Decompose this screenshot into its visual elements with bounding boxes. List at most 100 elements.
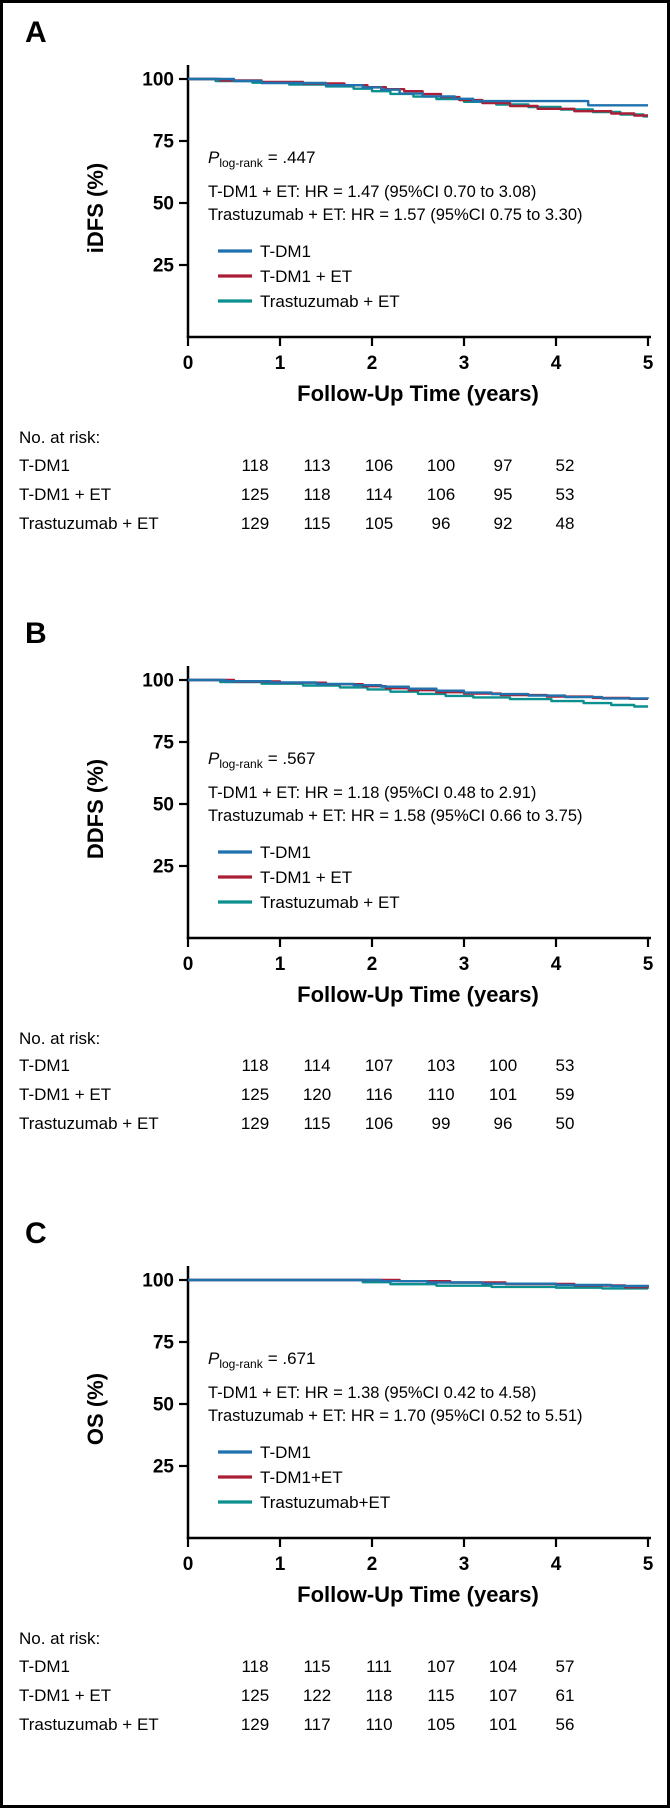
- risk-table-os: No. at risk: T-DM1 118 115 111 107 104 57 T-DM1 …: [3, 1626, 667, 1739]
- risk-row-label: T-DM1 + ET: [19, 484, 112, 504]
- risk-count: 129: [240, 1114, 270, 1134]
- x-tick-label: 3: [459, 1554, 470, 1575]
- km-curve-t-dm1: [188, 1279, 650, 1288]
- x-tick-label: 1: [275, 1554, 286, 1575]
- risk-count: 115: [303, 1656, 331, 1676]
- panel-c-label: C: [25, 1217, 47, 1251]
- risk-count: 99: [431, 1114, 451, 1134]
- risk-count: 115: [303, 1114, 331, 1134]
- risk-count: 116: [365, 1085, 393, 1105]
- risk-count: 50: [555, 1114, 575, 1134]
- risk-count: 122: [302, 1685, 332, 1705]
- legend-label-t-dm1: T-DM1: [260, 843, 311, 862]
- risk-count: 129: [240, 1714, 270, 1734]
- risk-count: 110: [427, 1085, 455, 1105]
- risk-count: 117: [303, 1714, 331, 1734]
- km-chart-os: 25 50 75 100 0 1 2 3 4 5 Follow-Up Time (years) OS …: [83, 1266, 654, 1607]
- x-tick-label: 1: [275, 954, 286, 975]
- x-tick-label: 4: [551, 353, 562, 374]
- legend-label-t-dm1: T-DM1: [260, 242, 311, 261]
- y-tick-label: 50: [153, 794, 174, 815]
- risk-count: 129: [240, 513, 270, 533]
- km-chart-ddfs: 25 50 75 100 0 1 2 3 4 5 Follow-Up Time (years) DDF…: [83, 665, 654, 1007]
- risk-count: 53: [555, 1056, 575, 1076]
- x-tick-label: 4: [551, 954, 562, 975]
- risk-row-label: T-DM1 + ET: [19, 1085, 112, 1105]
- risk-count: 48: [555, 513, 575, 533]
- x-tick-label: 3: [459, 954, 470, 975]
- risk-row-t-dm1: T-DM1 118 115 111 107 104 57: [19, 1652, 667, 1681]
- risk-count: 125: [240, 1685, 270, 1705]
- risk-row-label: T-DM1 + ET: [19, 1685, 112, 1705]
- legend-label-trastuzumab-et: Trastuzumab+ET: [260, 1493, 390, 1512]
- p-value-annotation: Plog-rank = .567: [208, 749, 315, 771]
- x-tick-label: 2: [367, 353, 378, 374]
- risk-count: 115: [427, 1685, 455, 1705]
- km-curve-t-dm1: [188, 77, 648, 107]
- risk-count: 105: [364, 513, 394, 533]
- risk-table-header: No. at risk:: [19, 1629, 101, 1649]
- risk-row-label: T-DM1: [19, 1056, 70, 1076]
- risk-row-label: Trastuzumab + ET: [19, 1714, 159, 1734]
- risk-count: 100: [488, 1056, 518, 1076]
- x-tick-label: 0: [183, 353, 194, 374]
- risk-row-trastuzumab-et: Trastuzumab + ET 129 117 110 105 101 56: [19, 1710, 667, 1739]
- risk-count: 96: [431, 513, 451, 533]
- risk-row-label: T-DM1: [19, 1656, 70, 1676]
- risk-count: 97: [493, 455, 513, 475]
- risk-count: 101: [488, 1714, 518, 1734]
- legend-label-t-dm1-et: T-DM1 + ET: [260, 267, 352, 286]
- x-axis-title: Follow-Up Time (years): [297, 982, 539, 1007]
- risk-row-trastuzumab-et: Trastuzumab + ET 129 115 106 99 96 50: [19, 1110, 667, 1139]
- risk-row-label: Trastuzumab + ET: [19, 513, 159, 533]
- risk-count: 118: [241, 455, 269, 475]
- km-curve-trastuzumab-et: [188, 678, 648, 708]
- x-axis-title: Follow-Up Time (years): [297, 1582, 539, 1607]
- legend-label-trastuzumab-et: Trastuzumab + ET: [260, 292, 400, 311]
- x-tick-label: 5: [643, 1554, 654, 1575]
- y-tick-label: 25: [153, 256, 175, 277]
- p-value-annotation: Plog-rank = .671: [208, 1349, 315, 1371]
- risk-count: 106: [426, 484, 456, 504]
- x-tick-label: 0: [183, 954, 194, 975]
- risk-row-t-dm1-et: T-DM1 + ET 125 120 116 110 101 59: [19, 1081, 667, 1110]
- risk-count: 115: [303, 513, 331, 533]
- risk-count: 61: [555, 1685, 575, 1705]
- x-tick-label: 3: [459, 353, 470, 374]
- risk-count: 114: [365, 484, 393, 504]
- x-tick-label: 5: [643, 353, 654, 374]
- panel-b: B 25 50 75 100 0 1 2 3 4 5 Follow-Up Time (years) D…: [3, 604, 667, 1205]
- risk-count: 113: [303, 455, 331, 475]
- legend-label-trastuzumab-et: Trastuzumab + ET: [260, 893, 400, 912]
- risk-row-t-dm1-et: T-DM1 + ET 125 118 114 106 95 53: [19, 480, 667, 509]
- y-tick-label: 25: [153, 1457, 175, 1478]
- p-value-annotation: Plog-rank = .447: [208, 148, 315, 170]
- hr-annotation-1: T-DM1 + ET: HR = 1.47 (95%CI 0.70 to 3.0…: [208, 183, 536, 201]
- risk-count: 120: [302, 1085, 332, 1105]
- legend-label-t-dm1-et: T-DM1+ET: [260, 1468, 343, 1487]
- risk-count: 104: [488, 1656, 518, 1676]
- x-tick-label: 1: [275, 353, 286, 374]
- x-tick-label: 5: [643, 954, 654, 975]
- risk-count: 107: [488, 1685, 518, 1705]
- panel-b-label: B: [25, 616, 47, 650]
- risk-count: 106: [364, 455, 394, 475]
- risk-count: 103: [426, 1056, 456, 1076]
- risk-count: 118: [365, 1685, 393, 1705]
- risk-row-t-dm1-et: T-DM1 + ET 125 122 118 115 107 61: [19, 1681, 667, 1710]
- km-curve-t-dm1: [188, 678, 650, 700]
- y-tick-label: 100: [142, 70, 174, 91]
- risk-count: 118: [241, 1656, 269, 1676]
- risk-count: 106: [364, 1114, 394, 1134]
- y-tick-label: 75: [153, 132, 175, 153]
- risk-count: 101: [488, 1085, 518, 1105]
- risk-row-label: Trastuzumab + ET: [19, 1114, 159, 1134]
- risk-table-idfs: No. at risk: T-DM1 118 113 106 100 97 52 T-DM1 +…: [3, 425, 667, 538]
- y-tick-label: 75: [153, 732, 175, 753]
- risk-count: 57: [555, 1656, 575, 1676]
- risk-table-header: No. at risk:: [19, 1028, 101, 1048]
- panel-c: C 25 50 75 100 0 1 2 3 4 5 Follow-Up Time (years) O…: [3, 1204, 667, 1805]
- legend-label-t-dm1-et: T-DM1 + ET: [260, 868, 352, 887]
- x-tick-label: 2: [367, 1554, 378, 1575]
- risk-count: 125: [240, 1085, 270, 1105]
